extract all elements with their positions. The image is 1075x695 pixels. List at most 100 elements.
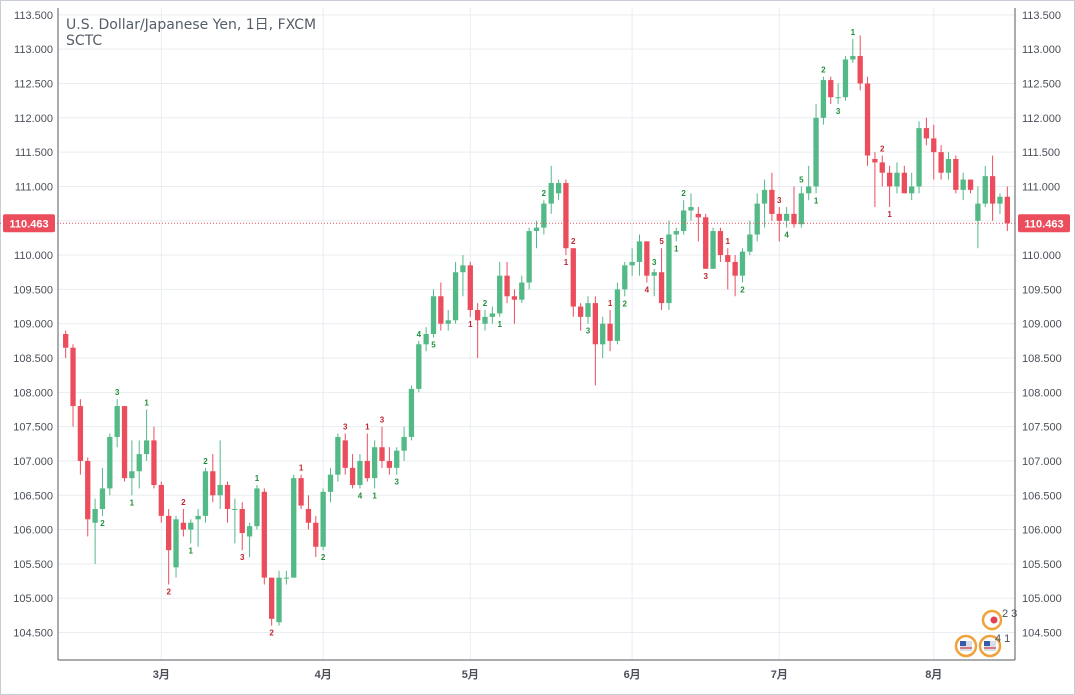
candle-body (320, 491, 326, 547)
count-marker: 2 (681, 189, 686, 198)
candle-body (489, 313, 496, 317)
candle-body (585, 303, 591, 317)
y-tick-label-left: 111.500 (15, 147, 53, 159)
flag-icon-canton (960, 641, 966, 646)
candle-body (982, 176, 988, 204)
candle-body (717, 231, 724, 256)
y-tick-label-left: 112.500 (14, 78, 53, 90)
candle-body (916, 128, 922, 187)
candle-body (283, 577, 290, 579)
count-marker: 1 (365, 423, 370, 432)
candle-body (563, 183, 569, 249)
y-tick-label-right: 105.500 (1022, 559, 1062, 571)
candle-body (761, 189, 768, 204)
candle-body (607, 323, 613, 341)
y-tick-label-left: 110.000 (14, 250, 53, 262)
candle-body (474, 309, 481, 321)
candle-body (813, 117, 819, 187)
y-tick-label-left: 113.000 (14, 44, 53, 56)
candle-body (592, 303, 599, 345)
candle-body (430, 296, 437, 334)
candle-body (202, 471, 209, 516)
candle-body (158, 484, 164, 516)
candle-body (658, 272, 665, 304)
candle-body (269, 577, 275, 619)
count-marker: 1 (497, 320, 502, 329)
badge-count: 4 1 (995, 633, 1010, 645)
candle-body (401, 436, 407, 451)
candle-body (791, 213, 797, 225)
count-marker: 2 (542, 189, 547, 198)
count-marker: 1 (255, 474, 260, 483)
last-price-tag-left (3, 214, 55, 233)
last-price-label-right: 110.463 (1024, 218, 1063, 230)
candle-body (452, 272, 459, 321)
candle-body (688, 207, 694, 211)
candle-body (136, 454, 142, 472)
candle-body (975, 203, 981, 221)
count-marker: 3 (652, 258, 657, 267)
candle-body (732, 261, 738, 276)
y-tick-label-right: 104.500 (1022, 628, 1062, 640)
candle-body (129, 471, 135, 479)
candle-body (710, 231, 716, 269)
candle-body (680, 210, 687, 232)
candle-body (364, 460, 370, 479)
candle-body (305, 509, 312, 523)
y-tick-label-right: 111.500 (1022, 147, 1060, 159)
y-tick-label-right: 108.000 (1022, 387, 1062, 399)
candle-body (246, 526, 253, 537)
count-marker: 2 (483, 299, 488, 308)
y-tick-label-left: 112.000 (14, 113, 53, 125)
candle-body (651, 272, 657, 276)
candle-body (63, 334, 69, 348)
candle-body (313, 522, 319, 547)
candle-body (806, 186, 812, 194)
y-tick-label-right: 113.500 (1022, 10, 1061, 22)
count-marker: 4 (358, 491, 363, 500)
count-marker: 2 (880, 145, 885, 154)
count-marker: 3 (240, 553, 245, 562)
candle-body (394, 450, 400, 468)
y-tick-label-left: 107.500 (13, 422, 53, 434)
candle-body (1004, 196, 1010, 224)
candle-body (842, 59, 849, 98)
candle-body (931, 138, 937, 153)
y-tick-label-right: 112.500 (1022, 78, 1061, 90)
candle-body (769, 189, 775, 214)
candle-body (342, 440, 348, 468)
y-tick-label-left: 109.500 (13, 284, 53, 296)
count-marker: 1 (674, 244, 679, 253)
count-marker: 4 (645, 286, 650, 295)
candle-body (886, 172, 893, 187)
count-marker: 3 (394, 478, 399, 487)
candle-body (504, 275, 510, 297)
chart-subtitle: SCTC (66, 33, 103, 49)
candle-body (438, 296, 444, 324)
candle-body (386, 460, 393, 468)
y-tick-label-right: 112.000 (1022, 113, 1061, 125)
count-marker: 1 (887, 210, 892, 219)
x-tick-label: 8月 (925, 668, 942, 681)
candle-body (261, 491, 267, 578)
count-marker: 5 (659, 237, 664, 246)
candle-body (379, 447, 385, 461)
candle-body (526, 231, 532, 283)
event-dot-icon (990, 616, 998, 624)
candle-body (180, 522, 187, 530)
x-tick-label: 4月 (315, 668, 332, 681)
count-marker: 3 (703, 272, 708, 281)
candle-body (989, 176, 996, 204)
candle-body (695, 213, 701, 218)
count-marker: 1 (468, 320, 473, 329)
badge-count: 2 3 (1002, 608, 1017, 620)
y-tick-label-right: 113.000 (1022, 44, 1061, 56)
candle-body (497, 275, 503, 314)
count-marker: 2 (181, 498, 186, 507)
count-marker: 3 (777, 196, 782, 205)
candle-body (232, 509, 238, 511)
count-marker: 1 (851, 28, 856, 37)
count-marker: 1 (814, 196, 819, 205)
